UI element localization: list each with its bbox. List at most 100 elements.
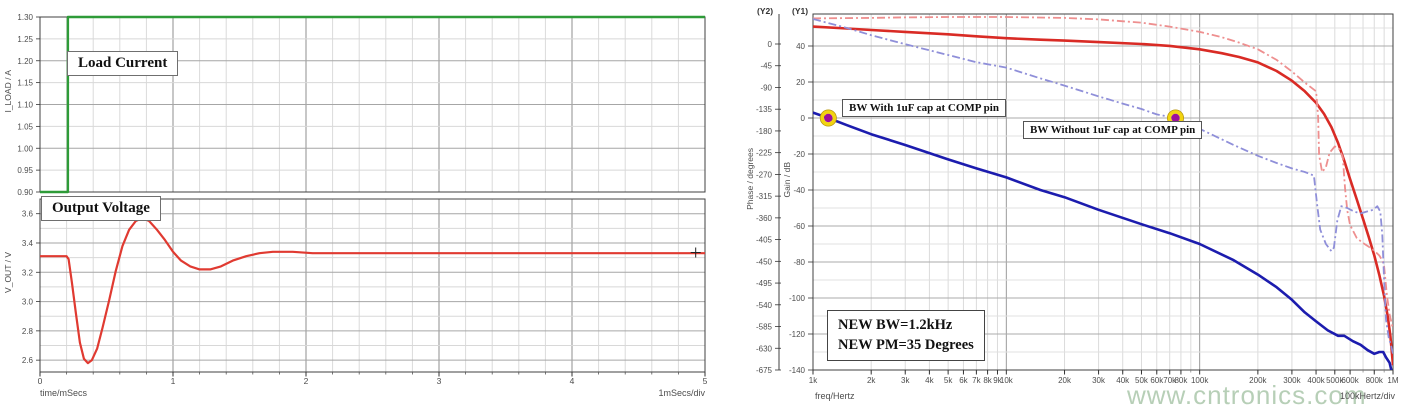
svg-text:300k: 300k [1283, 376, 1301, 385]
svg-text:3.2: 3.2 [22, 268, 34, 277]
new-bw-line: NEW BW=1.2kHz [838, 317, 953, 333]
svg-text:600k: 600k [1341, 376, 1359, 385]
svg-text:-100: -100 [789, 294, 806, 303]
bode-plot-canvas[interactable]: 0 -45 -90 -135 -180 -225 -270 -315 -360 -405 -450 -… [745, 0, 1415, 417]
transient-plot-canvas[interactable]: 1.30 1.25 1.20 1.15 1.10 1.05 1.00 0.95 0.90 3.6 3… [0, 0, 740, 417]
svg-text:3k: 3k [901, 376, 910, 385]
svg-text:-140: -140 [789, 366, 806, 375]
svg-text:2.6: 2.6 [22, 356, 34, 365]
svg-text:40k: 40k [1116, 376, 1130, 385]
svg-text:0: 0 [801, 114, 806, 123]
svg-text:2k: 2k [867, 376, 876, 385]
y2-axis-tag: (Y2) [757, 6, 774, 16]
transient-series [40, 15, 705, 365]
transient-plot-window: 1.30 1.25 1.20 1.15 1.10 1.05 1.00 0.95 0.90 3.6 3… [0, 0, 740, 417]
watermark: www.cntronics.com [1127, 380, 1367, 410]
svg-text:-270: -270 [756, 170, 773, 179]
svg-text:1.15: 1.15 [17, 79, 33, 88]
svg-text:2.8: 2.8 [22, 327, 34, 336]
phase-with-1uF-cap[interactable] [813, 25, 1393, 366]
svg-text:5: 5 [703, 376, 708, 386]
gain-with-1uF-cap[interactable] [813, 111, 1393, 378]
svg-text:9k: 9k [993, 376, 1002, 385]
svg-text:500k: 500k [1326, 376, 1344, 385]
svg-text:1.20: 1.20 [17, 57, 33, 66]
new-bw-pm-annotation[interactable]: NEW BW=1.2kHz NEW PM=35 Degrees [827, 310, 985, 361]
svg-text:-20: -20 [793, 150, 805, 159]
svg-text:60k: 60k [1150, 376, 1164, 385]
bw-marker-dot-0[interactable] [819, 109, 837, 127]
svg-text:-450: -450 [756, 257, 773, 266]
bode-border [812, 13, 1394, 371]
panel-border [39, 198, 706, 373]
svg-text:20k: 20k [1058, 376, 1072, 385]
svg-text:-180: -180 [756, 127, 773, 136]
svg-text:200k: 200k [1249, 376, 1267, 385]
phase-axis-label: Phase / degrees [745, 148, 755, 210]
y1-axis-tag: (Y1) [792, 6, 809, 16]
svg-text:80k: 80k [1174, 376, 1188, 385]
freq-axis-unit: freq/Hertz [815, 391, 855, 401]
svg-text:1.00: 1.00 [17, 144, 33, 153]
svg-text:0.90: 0.90 [17, 188, 33, 197]
svg-text:1k: 1k [809, 376, 818, 385]
svg-text:-675: -675 [756, 366, 773, 375]
svg-text:3.6: 3.6 [22, 210, 34, 219]
svg-text:1.30: 1.30 [17, 13, 33, 22]
svg-text:50k: 50k [1135, 376, 1149, 385]
load-current[interactable] [40, 15, 705, 194]
svg-text:-405: -405 [756, 236, 773, 245]
svg-text:20: 20 [796, 78, 805, 87]
svg-text:-225: -225 [756, 149, 773, 158]
svg-text:4k: 4k [925, 376, 934, 385]
svg-text:70k: 70k [1163, 376, 1177, 385]
svg-text:30k: 30k [1092, 376, 1106, 385]
gain-without-1uF-cap[interactable] [813, 18, 1393, 355]
svg-text:100k: 100k [1191, 376, 1209, 385]
svg-text:40: 40 [796, 42, 805, 51]
svg-text:7k: 7k [972, 376, 981, 385]
svg-text:1: 1 [171, 376, 176, 386]
svg-text:-40: -40 [793, 186, 805, 195]
svg-text:-315: -315 [756, 192, 773, 201]
svg-text:1.10: 1.10 [17, 101, 33, 110]
phase-without-1uF-cap[interactable] [813, 16, 1393, 330]
svg-text:-360: -360 [756, 214, 773, 223]
svg-text:-135: -135 [756, 105, 773, 114]
svg-text:-120: -120 [789, 330, 806, 339]
time-axis-unit: time/mSecs [40, 388, 88, 398]
svg-text:-585: -585 [756, 323, 773, 332]
svg-text:800k: 800k [1366, 376, 1384, 385]
svg-text:400k: 400k [1307, 376, 1325, 385]
svg-text:2: 2 [304, 376, 309, 386]
current-axis-label: I_LOAD / A [3, 70, 13, 113]
svg-text:1.25: 1.25 [17, 35, 33, 44]
svg-text:0: 0 [768, 40, 773, 49]
svg-text:-540: -540 [756, 301, 773, 310]
bode-series [813, 16, 1393, 378]
svg-text:5k: 5k [944, 376, 953, 385]
svg-text:10k: 10k [1000, 376, 1014, 385]
bw-without-cap-annotation[interactable]: BW Without 1uF cap at COMP pin [1023, 121, 1203, 139]
time-per-div-label: 1mSecs/div [658, 388, 705, 398]
svg-text:0.95: 0.95 [17, 166, 33, 175]
bw-with-cap-annotation[interactable]: BW With 1uF cap at COMP pin [842, 99, 1006, 117]
load-current-label[interactable]: Load Current [67, 51, 179, 76]
svg-text:3.4: 3.4 [22, 239, 34, 248]
output-voltage[interactable] [40, 217, 705, 365]
trace-cursor[interactable] [690, 247, 701, 258]
svg-text:1M: 1M [1387, 376, 1398, 385]
svg-text:0: 0 [38, 376, 43, 386]
svg-text:8k: 8k [983, 376, 992, 385]
svg-text:-45: -45 [760, 62, 772, 71]
bode-plot-window: 0 -45 -90 -135 -180 -225 -270 -315 -360 -405 -450 -… [745, 0, 1415, 417]
svg-text:6k: 6k [959, 376, 968, 385]
gain-axis-label: Gain / dB [782, 162, 792, 198]
freq-per-div-label: 100kHertz/div [1339, 391, 1395, 401]
svg-text:3: 3 [437, 376, 442, 386]
svg-text:-90: -90 [760, 83, 772, 92]
svg-text:1.05: 1.05 [17, 122, 33, 131]
output-voltage-label[interactable]: Output Voltage [41, 196, 161, 221]
svg-text:3.0: 3.0 [22, 298, 34, 307]
